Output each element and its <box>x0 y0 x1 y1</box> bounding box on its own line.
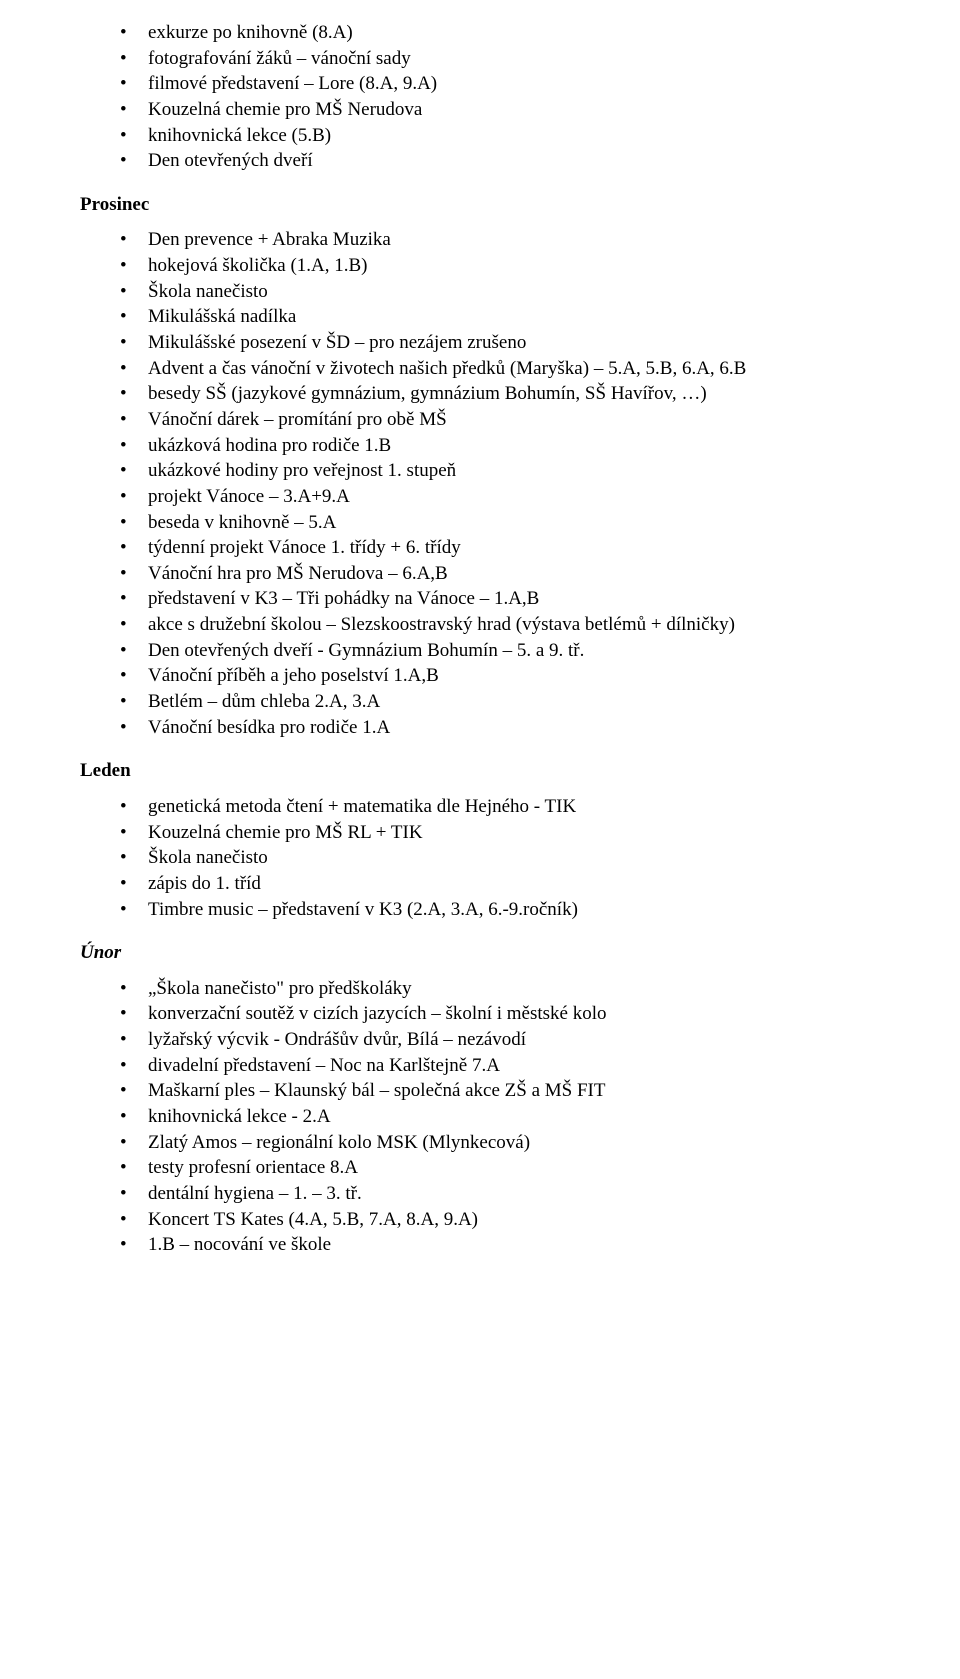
list-item: Den prevence + Abraka Muzika <box>120 227 880 253</box>
item-text: Advent a čas vánoční v životech našich p… <box>148 358 746 379</box>
list-item: Škola nanečisto <box>120 845 880 871</box>
list-item: besedy SŠ (jazykové gymnázium, gymnázium… <box>120 381 880 407</box>
list-item: akce s družební školou – Slezskoostravsk… <box>120 612 880 638</box>
list-item: Kouzelná chemie pro MŠ Nerudova <box>120 97 880 123</box>
item-text: Koncert TS Kates (4.A, 5.B, 7.A, 8.A, 9.… <box>148 1209 478 1230</box>
item-text: Kouzelná chemie pro MŠ RL + TIK <box>148 822 423 843</box>
list-item: Škola nanečisto <box>120 279 880 305</box>
section-prosinec: Prosinec Den prevence + Abraka Muzika ho… <box>80 192 880 740</box>
item-text: ukázkové hodiny pro veřejnost 1. stupeň <box>148 460 456 481</box>
item-text: dentální hygiena – 1. – 3. tř. <box>148 1183 362 1204</box>
list-top: exkurze po knihovně (8.A) fotografování … <box>80 20 880 174</box>
list-item: Betlém – dům chleba 2.A, 3.A <box>120 689 880 715</box>
item-text: 1.B – nocování ve škole <box>148 1234 331 1255</box>
item-text: genetická metoda čtení + matematika dle … <box>148 796 576 817</box>
item-text: knihovnická lekce (5.B) <box>148 125 331 146</box>
item-text: Den otevřených dveří - Gymnázium Bohumín… <box>148 640 584 661</box>
item-text: besedy SŠ (jazykové gymnázium, gymnázium… <box>148 383 707 404</box>
item-text: Maškarní ples – Klaunský bál – společná … <box>148 1080 606 1101</box>
list-item: filmové představení – Lore (8.A, 9.A) <box>120 71 880 97</box>
item-text: Mikulášská nadílka <box>148 306 296 327</box>
list-item: představení v K3 – Tři pohádky na Vánoce… <box>120 586 880 612</box>
item-text: Kouzelná chemie pro MŠ Nerudova <box>148 99 422 120</box>
list-unor: „Škola nanečisto" pro předškoláky konver… <box>80 976 880 1258</box>
list-item: Maškarní ples – Klaunský bál – společná … <box>120 1078 880 1104</box>
list-item: zápis do 1. tříd <box>120 871 880 897</box>
list-item: „Škola nanečisto" pro předškoláky <box>120 976 880 1002</box>
list-item: konverzační soutěž v cizích jazycích – š… <box>120 1001 880 1027</box>
section-top: exkurze po knihovně (8.A) fotografování … <box>80 20 880 174</box>
item-text: Škola nanečisto <box>148 281 268 302</box>
list-item: beseda v knihovně – 5.A <box>120 510 880 536</box>
item-text: Vánoční dárek – promítání pro obě MŠ <box>148 409 447 430</box>
item-text: Vánoční příběh a jeho poselství 1.A,B <box>148 665 439 686</box>
list-item: Den otevřených dveří <box>120 148 880 174</box>
item-text: ukázková hodina pro rodiče 1.B <box>148 435 391 456</box>
heading-leden: Leden <box>80 758 880 784</box>
list-item: lyžařský výcvik - Ondrášův dvůr, Bílá – … <box>120 1027 880 1053</box>
item-text: hokejová školička (1.A, 1.B) <box>148 255 368 276</box>
list-item: Vánoční příběh a jeho poselství 1.A,B <box>120 663 880 689</box>
item-text: konverzační soutěž v cizích jazycích – š… <box>148 1003 607 1024</box>
item-text: lyžařský výcvik - Ondrášův dvůr, Bílá – … <box>148 1029 526 1050</box>
list-prosinec: Den prevence + Abraka Muzika hokejová šk… <box>80 227 880 740</box>
item-text: Betlém – dům chleba 2.A, 3.A <box>148 691 380 712</box>
item-text: fotografování žáků – vánoční sady <box>148 48 411 69</box>
item-text: Den otevřených dveří <box>148 150 313 171</box>
list-item: exkurze po knihovně (8.A) <box>120 20 880 46</box>
list-item: Vánoční dárek – promítání pro obě MŠ <box>120 407 880 433</box>
list-item: hokejová školička (1.A, 1.B) <box>120 253 880 279</box>
item-text: exkurze po knihovně (8.A) <box>148 22 353 43</box>
item-text: Vánoční hra pro MŠ Nerudova – 6.A,B <box>148 563 448 584</box>
list-item: Mikulášské posezení v ŠD – pro nezájem z… <box>120 330 880 356</box>
item-text: týdenní projekt Vánoce 1. třídy + 6. tří… <box>148 537 461 558</box>
list-item: Koncert TS Kates (4.A, 5.B, 7.A, 8.A, 9.… <box>120 1207 880 1233</box>
list-leden: genetická metoda čtení + matematika dle … <box>80 794 880 922</box>
item-text: filmové představení – Lore (8.A, 9.A) <box>148 73 437 94</box>
item-text: divadelní představení – Noc na Karlštejn… <box>148 1055 500 1076</box>
item-text: Škola nanečisto <box>148 847 268 868</box>
document-page: exkurze po knihovně (8.A) fotografování … <box>0 0 960 1679</box>
item-text: beseda v knihovně – 5.A <box>148 512 336 533</box>
item-text: Mikulášské posezení v ŠD – pro nezájem z… <box>148 332 526 353</box>
list-item: Mikulášská nadílka <box>120 304 880 330</box>
list-item: ukázkové hodiny pro veřejnost 1. stupeň <box>120 458 880 484</box>
heading-unor: Únor <box>80 940 880 966</box>
list-item: Den otevřených dveří - Gymnázium Bohumín… <box>120 638 880 664</box>
item-text: Timbre music – představení v K3 (2.A, 3.… <box>148 899 578 920</box>
list-item: ukázková hodina pro rodiče 1.B <box>120 433 880 459</box>
item-text: akce s družební školou – Slezskoostravsk… <box>148 614 735 635</box>
list-item: divadelní představení – Noc na Karlštejn… <box>120 1053 880 1079</box>
item-text: Den prevence + Abraka Muzika <box>148 229 391 250</box>
list-item: Advent a čas vánoční v životech našich p… <box>120 356 880 382</box>
list-item: fotografování žáků – vánoční sady <box>120 46 880 72</box>
list-item: 1.B – nocování ve škole <box>120 1232 880 1258</box>
list-item: Timbre music – představení v K3 (2.A, 3.… <box>120 897 880 923</box>
item-text: Zlatý Amos – regionální kolo MSK (Mlynke… <box>148 1132 530 1153</box>
list-item: Vánoční hra pro MŠ Nerudova – 6.A,B <box>120 561 880 587</box>
list-item: Zlatý Amos – regionální kolo MSK (Mlynke… <box>120 1130 880 1156</box>
list-item: genetická metoda čtení + matematika dle … <box>120 794 880 820</box>
item-text: projekt Vánoce – 3.A+9.A <box>148 486 350 507</box>
list-item: týdenní projekt Vánoce 1. třídy + 6. tří… <box>120 535 880 561</box>
list-item: knihovnická lekce (5.B) <box>120 123 880 149</box>
item-text: „Škola nanečisto" pro předškoláky <box>148 978 412 999</box>
item-text: testy profesní orientace 8.A <box>148 1157 358 1178</box>
list-item: Vánoční besídka pro rodiče 1.A <box>120 715 880 741</box>
item-text: zápis do 1. tříd <box>148 873 261 894</box>
section-unor: Únor „Škola nanečisto" pro předškoláky k… <box>80 940 880 1258</box>
list-item: dentální hygiena – 1. – 3. tř. <box>120 1181 880 1207</box>
list-item: testy profesní orientace 8.A <box>120 1155 880 1181</box>
item-text: Vánoční besídka pro rodiče 1.A <box>148 717 390 738</box>
item-text: představení v K3 – Tři pohádky na Vánoce… <box>148 588 539 609</box>
list-item: projekt Vánoce – 3.A+9.A <box>120 484 880 510</box>
list-item: knihovnická lekce - 2.A <box>120 1104 880 1130</box>
list-item: Kouzelná chemie pro MŠ RL + TIK <box>120 820 880 846</box>
heading-prosinec: Prosinec <box>80 192 880 218</box>
item-text: knihovnická lekce - 2.A <box>148 1106 331 1127</box>
section-leden: Leden genetická metoda čtení + matematik… <box>80 758 880 922</box>
